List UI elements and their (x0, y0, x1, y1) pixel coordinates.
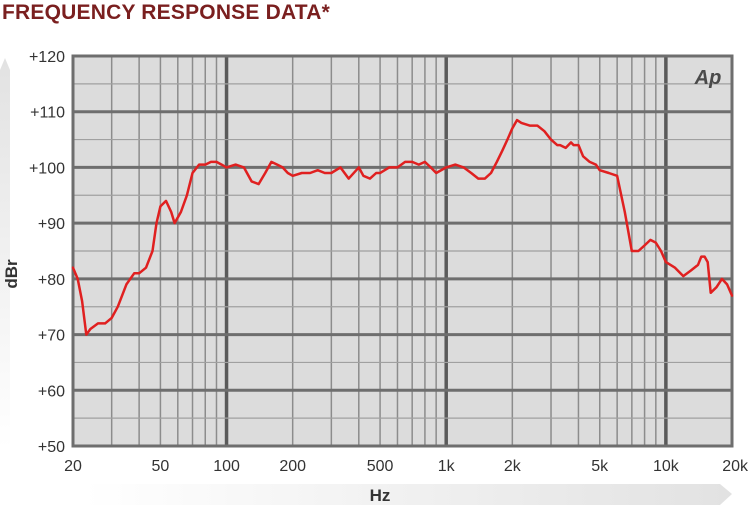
major-grid (71, 54, 734, 448)
x-tick-label: 5k (591, 458, 609, 475)
y-tick-label: +90 (38, 216, 65, 233)
y-tick-label: +50 (38, 439, 65, 456)
y-axis-label: dBr (2, 259, 21, 289)
y-tick-labels: +50 +60 +70 +80 +90 +100 +110 +120 (29, 49, 65, 456)
y-tick-label: +80 (38, 272, 65, 289)
y-tick-label: +120 (29, 49, 65, 66)
x-tick-label: 10k (653, 458, 680, 475)
x-tick-label: 1k (438, 458, 456, 475)
series-layer (71, 118, 734, 336)
chart-title: FREQUENCY RESPONSE DATA* (2, 1, 331, 24)
series-line-frequency-response (71, 118, 734, 336)
x-tick-label: 50 (152, 458, 170, 475)
x-tick-label: 500 (367, 458, 394, 475)
x-tick-label: 20k (722, 458, 749, 475)
plot-frame (71, 54, 734, 448)
y-tick-label: +60 (38, 383, 65, 400)
x-tick-labels: 20 50 100 200 500 1k 2k 5k 10k 20k (64, 458, 749, 475)
x-axis-label: Hz (370, 486, 391, 505)
x-tick-label: 20 (64, 458, 82, 475)
ap-logo: Ap (694, 67, 722, 89)
x-tick-label: 2k (504, 458, 522, 475)
y-axis-band (0, 58, 10, 448)
y-tick-label: +100 (29, 160, 65, 177)
y-tick-label: +70 (38, 328, 65, 345)
x-axis-band (84, 484, 732, 505)
y-tick-label: +110 (30, 105, 65, 122)
x-tick-label: 200 (279, 458, 306, 475)
x-tick-label: 100 (213, 458, 240, 475)
